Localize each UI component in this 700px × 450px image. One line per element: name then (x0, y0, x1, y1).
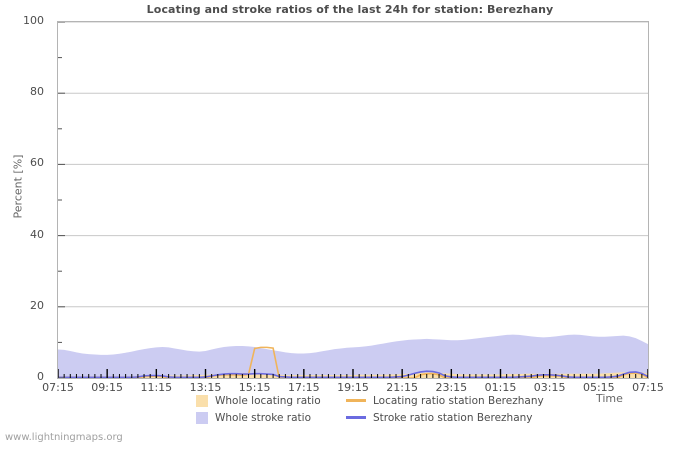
legend-item-locating-ratio-station: Locating ratio station Berezhany (346, 395, 544, 407)
x-tick-label: 03:15 (533, 381, 566, 394)
x-tick-label: 05:15 (582, 381, 615, 394)
y-tick-label: 20 (30, 298, 44, 312)
x-tick-label: 09:15 (91, 381, 123, 394)
plot-area (57, 21, 649, 379)
y-tick-label: 60 (30, 156, 44, 170)
y-tick-label: 0 (37, 370, 44, 383)
legend-swatch-icon (196, 411, 208, 424)
x-tick-label: 23:15 (435, 381, 468, 394)
x-tick-label: 15:15 (238, 381, 271, 394)
x-tick-label: 13:15 (189, 381, 222, 394)
x-tick-label: 11:15 (140, 381, 173, 394)
y-tick-label: 100 (23, 14, 44, 27)
legend-swatch-icon (196, 394, 208, 407)
y-tick-label: 40 (30, 227, 44, 241)
legend-item-whole-locating-ratio: Whole locating ratio (196, 394, 346, 407)
x-tick-label: 17:15 (287, 381, 320, 394)
legend-label: Stroke ratio station Berezhany (373, 411, 533, 424)
legend-item-stroke-ratio-station: Stroke ratio station Berezhany (346, 412, 533, 424)
legend-label: Locating ratio station Berezhany (373, 394, 544, 407)
legend-label: Whole stroke ratio (215, 411, 311, 424)
legend-swatch-icon (346, 399, 366, 402)
x-tick-label: 19:15 (337, 381, 369, 394)
x-tick-label: 07:15 (632, 381, 664, 394)
x-axis-label: Time (596, 392, 623, 405)
chart-legend: Whole locating ratio Locating ratio stat… (196, 392, 544, 426)
chart-title: Locating and stroke ratios of the last 2… (146, 3, 554, 16)
x-tick-label: 07:15 (42, 381, 74, 394)
x-tick-label: 21:15 (386, 381, 418, 394)
legend-item-whole-stroke-ratio: Whole stroke ratio (196, 411, 346, 424)
area-whole-stroke-ratio (58, 334, 648, 378)
x-tick-label: 01:15 (484, 381, 517, 394)
legend-swatch-icon (346, 416, 366, 419)
watermark: www.lightningmaps.org (5, 432, 123, 443)
legend-label: Whole locating ratio (215, 394, 321, 407)
plot-svg (58, 22, 648, 378)
y-tick-label: 80 (30, 85, 44, 99)
